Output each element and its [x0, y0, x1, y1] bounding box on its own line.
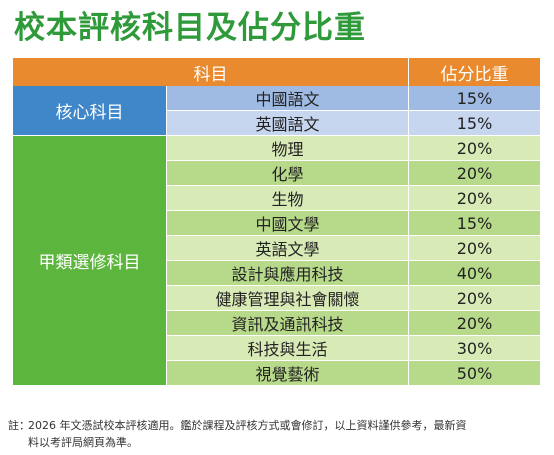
page-title: 校本評核科目及佔分比重	[14, 10, 366, 46]
footnote-lead: 註：	[8, 419, 30, 432]
weight-cell: 20%	[409, 186, 540, 211]
subject-weight-table: 科目 佔分比重 核心科目 中國語文 15% 英國語文 15% 甲類選修科目 物理…	[13, 58, 540, 386]
footnote: 註：2026 年文憑試校本評核適用。鑑於課程及評核方式或會修訂，以上資料謹供參考…	[8, 417, 548, 451]
subject-cell: 健康管理與社會關懷	[167, 286, 409, 311]
group-label-core: 核心科目	[13, 86, 167, 136]
subject-cell: 化學	[167, 161, 409, 186]
header-subject: 科目	[13, 58, 409, 86]
weight-cell: 50%	[409, 361, 540, 386]
subject-cell: 中國文學	[167, 211, 409, 236]
subject-cell: 設計與應用科技	[167, 261, 409, 286]
table-row: 科技與生活 30%	[13, 336, 540, 361]
subject-cell: 視覺藝術	[167, 361, 409, 386]
subject-cell: 生物	[167, 186, 409, 211]
footnote-line-1: 2026 年文憑試校本評核適用。鑑於課程及評核方式或會修訂，以上資料謹供參考，最…	[28, 419, 467, 432]
weight-cell: 30%	[409, 336, 540, 361]
weight-cell: 20%	[409, 236, 540, 261]
subject-cell: 中國語文	[167, 86, 409, 111]
subject-cell: 物理	[167, 136, 409, 161]
weight-cell: 20%	[409, 136, 540, 161]
subject-cell: 英語文學	[167, 236, 409, 261]
table-row: 設計與應用科技 40%	[13, 261, 540, 286]
weight-cell: 15%	[409, 111, 540, 136]
table-header-row: 科目 佔分比重	[13, 58, 540, 86]
weight-cell: 20%	[409, 286, 540, 311]
footnote-line-2: 料以考評局網頁為準。	[28, 436, 138, 449]
subject-cell: 科技與生活	[167, 336, 409, 361]
table-row: 健康管理與社會關懷 20%	[13, 286, 540, 311]
table-row: 核心科目 中國語文 15%	[13, 86, 540, 136]
table-row: 甲類選修科目 物理 20%	[13, 136, 540, 386]
table-row: 資訊及通訊科技 20%	[13, 311, 540, 336]
weight-cell: 20%	[409, 161, 540, 186]
subject-cell: 資訊及通訊科技	[167, 311, 409, 336]
group-label-elective: 甲類選修科目	[13, 136, 167, 386]
table-row: 英國語文 15%	[13, 111, 540, 136]
table-row: 生物 20%	[13, 186, 540, 211]
table-row: 視覺藝術 50%	[13, 361, 540, 386]
weight-cell: 20%	[409, 311, 540, 336]
header-weight: 佔分比重	[409, 58, 540, 86]
weight-cell: 15%	[409, 211, 540, 236]
weight-cell: 40%	[409, 261, 540, 286]
weight-cell: 15%	[409, 86, 540, 111]
subject-cell: 英國語文	[167, 111, 409, 136]
table-row: 英語文學 20%	[13, 236, 540, 261]
table-row: 化學 20%	[13, 161, 540, 186]
table-row: 中國文學 15%	[13, 211, 540, 236]
